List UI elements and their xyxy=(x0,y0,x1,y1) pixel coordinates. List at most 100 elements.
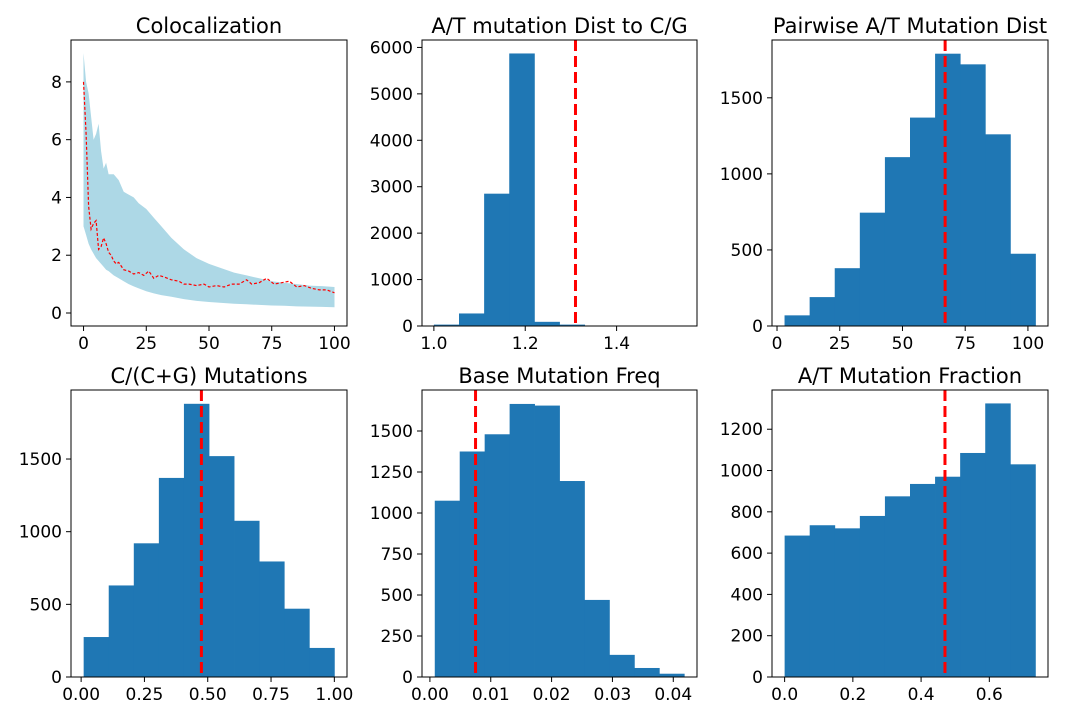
y-tick-label: 250 xyxy=(381,627,413,647)
x-tick-label: 0 xyxy=(772,334,783,354)
y-tick-label: 1000 xyxy=(370,504,413,524)
x-tick-label: 0.03 xyxy=(594,685,632,705)
y-tick-label: 0 xyxy=(51,668,62,688)
x-tick-label: 1.4 xyxy=(603,334,630,354)
x-tick-label: 1.0 xyxy=(420,334,447,354)
histogram-bar xyxy=(559,481,585,677)
y-tick-label: 500 xyxy=(731,241,763,261)
histogram-bar xyxy=(534,321,560,326)
histogram-bar xyxy=(459,451,486,677)
subplot-title: A/T mutation Dist to C/G xyxy=(431,14,687,38)
x-tick-label: 100 xyxy=(1012,334,1044,354)
y-tick-label: 600 xyxy=(731,544,763,564)
histogram-bar xyxy=(534,405,560,677)
y-tick-label: 1250 xyxy=(370,463,413,483)
y-tick-label: 1500 xyxy=(370,422,413,442)
histogram-bar xyxy=(834,268,861,326)
y-tick-label: 400 xyxy=(731,585,763,605)
x-tick-label: 0.2 xyxy=(839,685,866,705)
histogram-bar xyxy=(284,608,310,677)
y-tick-label: 0 xyxy=(752,317,763,337)
subplot-title: C/(C+G) Mutations xyxy=(110,364,307,388)
y-tick-label: 500 xyxy=(381,586,413,606)
histogram-bar xyxy=(309,647,335,677)
axes-frame xyxy=(771,39,1049,327)
histogram-bar xyxy=(809,297,836,326)
x-tick-label: 0.00 xyxy=(62,685,100,705)
x-tick-label: 25 xyxy=(829,334,851,354)
histogram-bar xyxy=(935,476,961,677)
x-tick-label: 0 xyxy=(78,334,89,354)
axes-frame xyxy=(70,389,348,678)
y-tick-label: 500 xyxy=(30,595,62,615)
histogram-bar xyxy=(784,535,811,677)
y-tick-label: 0 xyxy=(402,317,413,337)
histogram-bar xyxy=(108,585,135,677)
confidence-band xyxy=(83,53,335,308)
x-tick-label: 75 xyxy=(954,334,976,354)
y-tick-label: 2000 xyxy=(370,224,413,244)
y-tick-label: 8 xyxy=(51,73,62,93)
histogram-bar xyxy=(985,403,1011,677)
histogram-bar xyxy=(809,525,836,677)
y-tick-label: 1000 xyxy=(19,523,62,543)
histogram-bar xyxy=(609,654,635,677)
y-tick-label: 1000 xyxy=(720,462,763,482)
x-tick-label: 75 xyxy=(261,334,283,354)
subplot-5: 0.00 0.01 0.02 0.03 0.04 0 250 500 750 1000 1250 15… xyxy=(370,364,698,705)
mean-line xyxy=(82,81,335,294)
histogram-bar xyxy=(884,157,911,326)
subplot-title: Pairwise A/T Mutation Dist xyxy=(773,14,1047,38)
subplot-title: Colocalization xyxy=(136,14,282,38)
y-tick-label: 4000 xyxy=(370,131,413,151)
histogram-bar xyxy=(433,324,460,326)
histogram-bar xyxy=(584,599,610,677)
subplot-6: 0.0 0.2 0.4 0.6 0 200 400 600 800 1000 1200 A/T Mut… xyxy=(720,364,1049,705)
y-tick-label: 0 xyxy=(752,668,763,688)
y-tick-label: 750 xyxy=(381,545,413,565)
histogram-bar xyxy=(960,452,986,677)
histogram-bar xyxy=(459,313,485,326)
histogram-bar xyxy=(559,324,586,326)
subplot-1: 0 25 50 75 100 0 2 4 6 8 Colocalization xyxy=(51,14,351,354)
y-tick-label: 2 xyxy=(51,246,62,266)
histogram-bar xyxy=(183,403,210,677)
histogram-bar xyxy=(234,520,260,677)
subplot-title: A/T Mutation Fraction xyxy=(798,364,1022,388)
histogram-bar xyxy=(434,500,461,677)
x-tick-label: 0.75 xyxy=(252,685,290,705)
y-tick-label: 6 xyxy=(51,131,62,151)
y-tick-label: 1500 xyxy=(19,450,62,470)
histogram-bar xyxy=(784,315,811,326)
x-tick-label: 0.6 xyxy=(976,685,1003,705)
y-tick-label: 3000 xyxy=(370,178,413,198)
x-tick-label: 1.2 xyxy=(512,334,539,354)
histogram-bar xyxy=(484,193,510,326)
x-tick-label: 50 xyxy=(198,334,220,354)
y-tick-label: 1200 xyxy=(720,420,763,440)
histogram-bar xyxy=(834,528,861,677)
axes-frame xyxy=(421,389,698,678)
x-tick-label: 1.00 xyxy=(315,685,353,705)
x-tick-label: 25 xyxy=(135,334,157,354)
histogram-bar xyxy=(133,543,160,677)
x-tick-label: 0.01 xyxy=(472,685,510,705)
histogram-bar xyxy=(83,637,110,677)
histogram-bar xyxy=(659,673,685,677)
subplot-title: Base Mutation Freq xyxy=(458,364,660,388)
y-tick-label: 6000 xyxy=(370,38,413,58)
x-tick-label: 0.4 xyxy=(908,685,935,705)
y-tick-label: 800 xyxy=(731,503,763,523)
x-tick-label: 100 xyxy=(318,334,350,354)
histogram-bar xyxy=(484,434,511,677)
histogram-bar xyxy=(910,117,936,326)
x-tick-label: 0.00 xyxy=(411,685,449,705)
histogram-bar xyxy=(985,134,1011,326)
y-tick-label: 1500 xyxy=(720,89,763,109)
histogram-bar xyxy=(158,477,185,677)
x-tick-label: 0.25 xyxy=(126,685,164,705)
histogram-bar xyxy=(935,53,961,326)
y-tick-label: 1000 xyxy=(720,165,763,185)
subplot-4: 0.00 0.25 0.50 0.75 1.00 0 500 1000 1500 C/(C+G) … xyxy=(19,364,354,705)
